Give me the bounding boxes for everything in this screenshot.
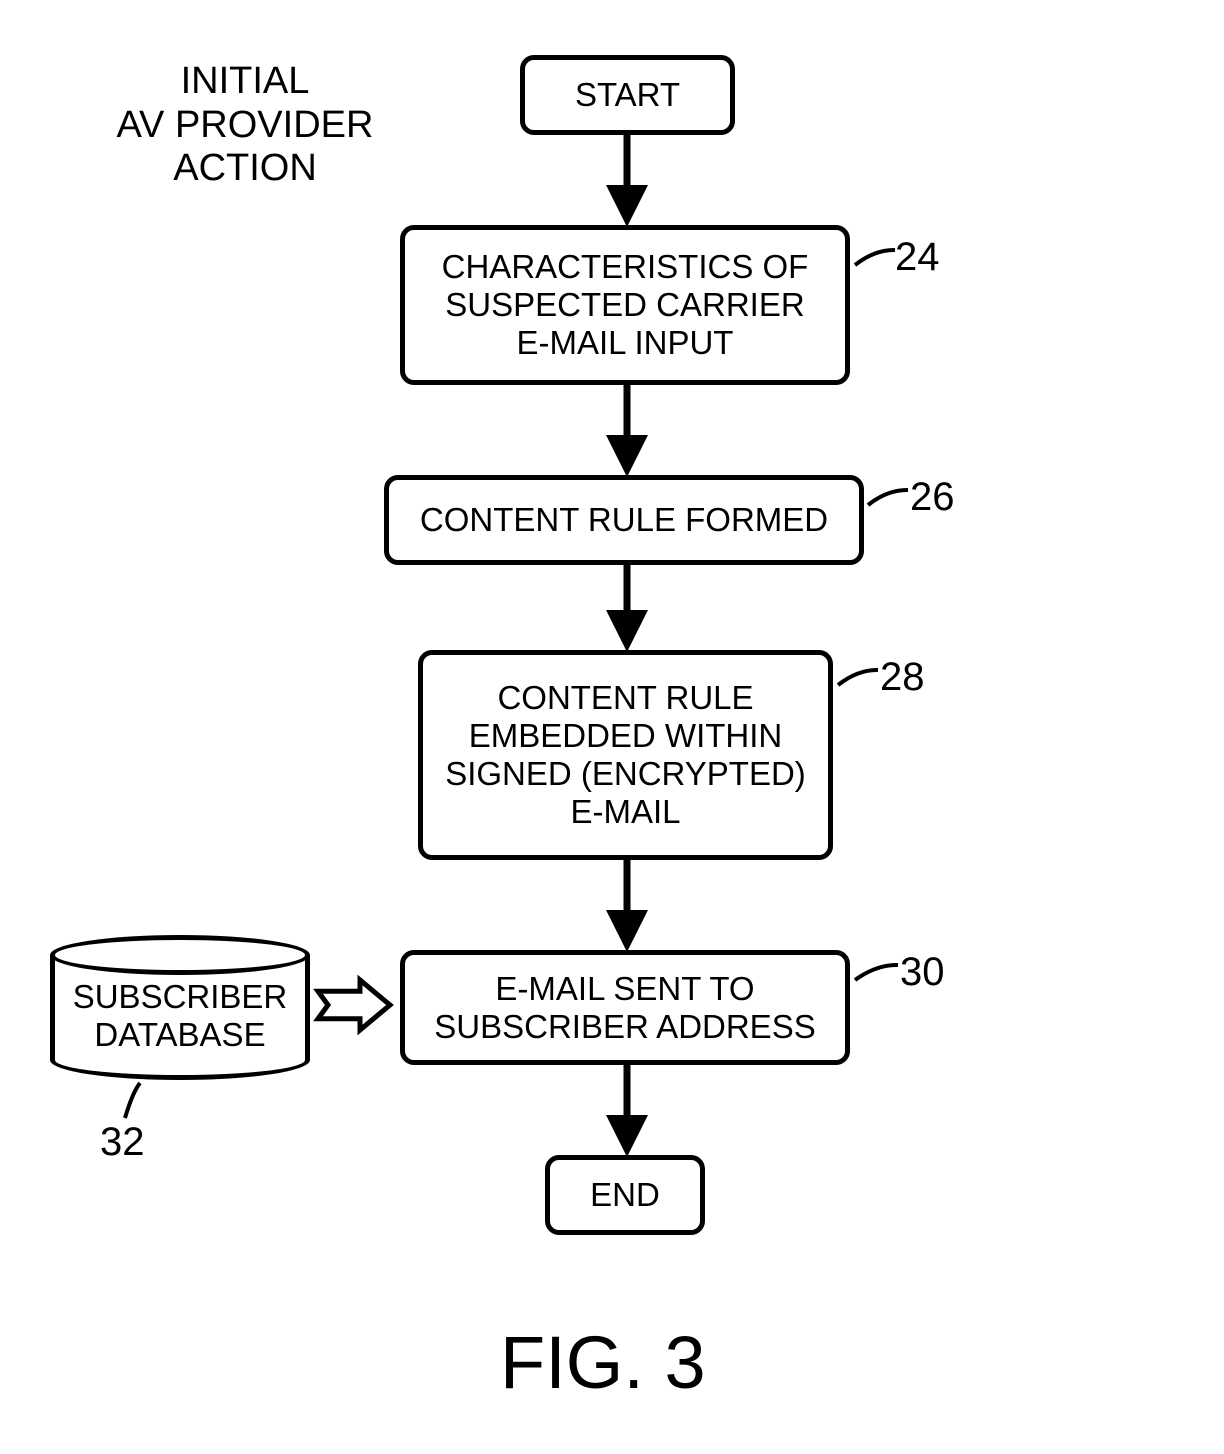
node-end-label: END [590, 1176, 660, 1214]
ref-26: 26 [910, 475, 955, 520]
node-30: E-MAIL SENT TO SUBSCRIBER ADDRESS [400, 950, 850, 1065]
node-subscriber-database: SUBSCRIBER DATABASE [50, 935, 310, 1080]
db-label: SUBSCRIBER DATABASE [73, 978, 288, 1054]
node-start-label: START [575, 76, 680, 114]
node-24: CHARACTERISTICS OF SUSPECTED CARRIER E-M… [400, 225, 850, 385]
figure-caption: FIG. 3 [500, 1320, 706, 1405]
node-end: END [545, 1155, 705, 1235]
diagram-canvas: INITIAL AV PROVIDER ACTION START CHARACT… [0, 0, 1224, 1454]
ref-32: 32 [100, 1120, 145, 1165]
node-28: CONTENT RULE EMBEDDED WITHIN SIGNED (ENC… [418, 650, 833, 860]
node-28-label: CONTENT RULE EMBEDDED WITHIN SIGNED (ENC… [445, 679, 806, 831]
node-26-label: CONTENT RULE FORMED [420, 501, 828, 539]
ref-24: 24 [895, 235, 940, 280]
node-24-label: CHARACTERISTICS OF SUSPECTED CARRIER E-M… [442, 248, 809, 362]
diagram-title: INITIAL AV PROVIDER ACTION [85, 60, 405, 191]
ref-28: 28 [880, 655, 925, 700]
node-30-label: E-MAIL SENT TO SUBSCRIBER ADDRESS [434, 970, 815, 1046]
node-start: START [520, 55, 735, 135]
node-26: CONTENT RULE FORMED [384, 475, 864, 565]
ref-30: 30 [900, 950, 945, 995]
